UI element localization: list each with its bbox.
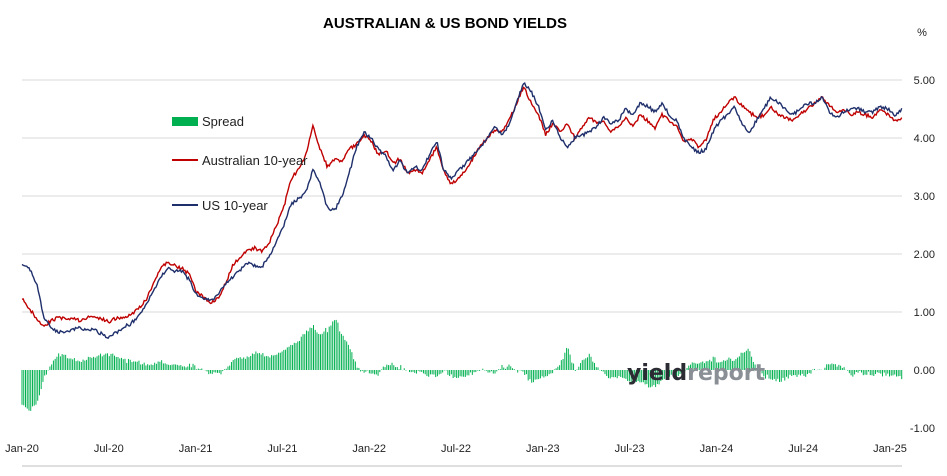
watermark-text-report: report bbox=[687, 361, 765, 386]
y-axis-unit-label: % bbox=[917, 27, 927, 39]
x-tick-label: Jan-23 bbox=[526, 443, 560, 455]
watermark-logo: yieldreport bbox=[627, 361, 766, 386]
x-axis-ticks: Jan-20 Jul-20 Jan-21 Jul-21 Jan-22 Jul-22 Jan-… bbox=[5, 443, 907, 455]
chart-title: AUSTRALIAN & US BOND YIELDS bbox=[323, 15, 567, 32]
legend: Spread Australian 10-year US 10-year bbox=[172, 114, 308, 213]
legend-swatch-spread bbox=[172, 117, 198, 126]
x-tick-label: Jul-24 bbox=[788, 443, 818, 455]
spread-bars bbox=[21, 319, 903, 411]
watermark-text-yield: yield bbox=[627, 361, 687, 386]
x-tick-label: Jul-20 bbox=[94, 443, 124, 455]
y-tick-label: 0.00 bbox=[914, 365, 935, 377]
y-tick-label: 4.00 bbox=[914, 133, 935, 145]
svg-text:yieldreport: yieldreport bbox=[627, 361, 766, 386]
y-tick-label: 5.00 bbox=[914, 75, 935, 87]
x-tick-label: Jan-22 bbox=[352, 443, 386, 455]
y-tick-label: -1.00 bbox=[910, 423, 935, 435]
x-tick-label: Jan-25 bbox=[873, 443, 907, 455]
x-tick-label: Jan-20 bbox=[5, 443, 39, 455]
y-tick-label: 1.00 bbox=[914, 307, 935, 319]
x-tick-label: Jul-23 bbox=[615, 443, 645, 455]
y-axis-ticks: 5.00 4.00 3.00 2.00 1.00 0.00 -1.00 bbox=[910, 75, 935, 435]
x-tick-label: Jan-24 bbox=[700, 443, 734, 455]
legend-label-us: US 10-year bbox=[202, 198, 268, 213]
x-tick-label: Jan-21 bbox=[179, 443, 213, 455]
x-tick-label: Jul-21 bbox=[267, 443, 297, 455]
legend-label-spread: Spread bbox=[202, 114, 244, 129]
y-tick-label: 3.00 bbox=[914, 191, 935, 203]
x-tick-label: Jul-22 bbox=[441, 443, 471, 455]
series-line-australian-10-year bbox=[21, 86, 903, 328]
y-tick-label: 2.00 bbox=[914, 249, 935, 261]
series-line-us-10-year bbox=[21, 82, 903, 340]
gridlines bbox=[22, 79, 902, 467]
legend-label-australian: Australian 10-year bbox=[202, 153, 308, 168]
series-lines bbox=[21, 82, 903, 340]
